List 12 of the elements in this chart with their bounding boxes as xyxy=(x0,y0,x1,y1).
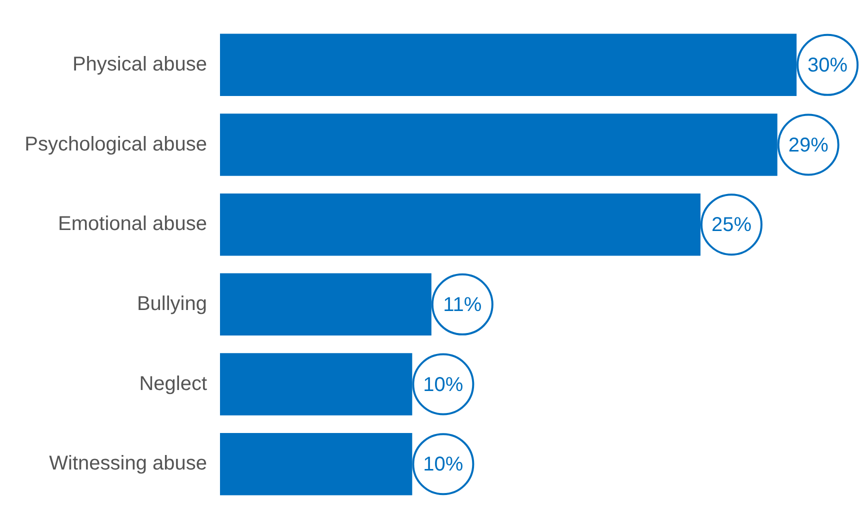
data-label: 25% xyxy=(711,214,752,236)
data-label: 10% xyxy=(423,374,464,396)
y-tick-label: Psychological abuse xyxy=(24,133,207,156)
data-label: 10% xyxy=(423,454,464,476)
data-label: 29% xyxy=(788,134,829,156)
y-tick-label: Emotional abuse xyxy=(58,213,207,236)
data-label: 11% xyxy=(443,294,482,316)
y-tick-label: Physical abuse xyxy=(72,53,207,76)
y-tick-label: Witnessing abuse xyxy=(49,452,207,475)
y-tick-label: Neglect xyxy=(139,372,208,395)
data-label: 30% xyxy=(808,54,848,76)
y-tick-label: Bullying xyxy=(136,292,207,315)
